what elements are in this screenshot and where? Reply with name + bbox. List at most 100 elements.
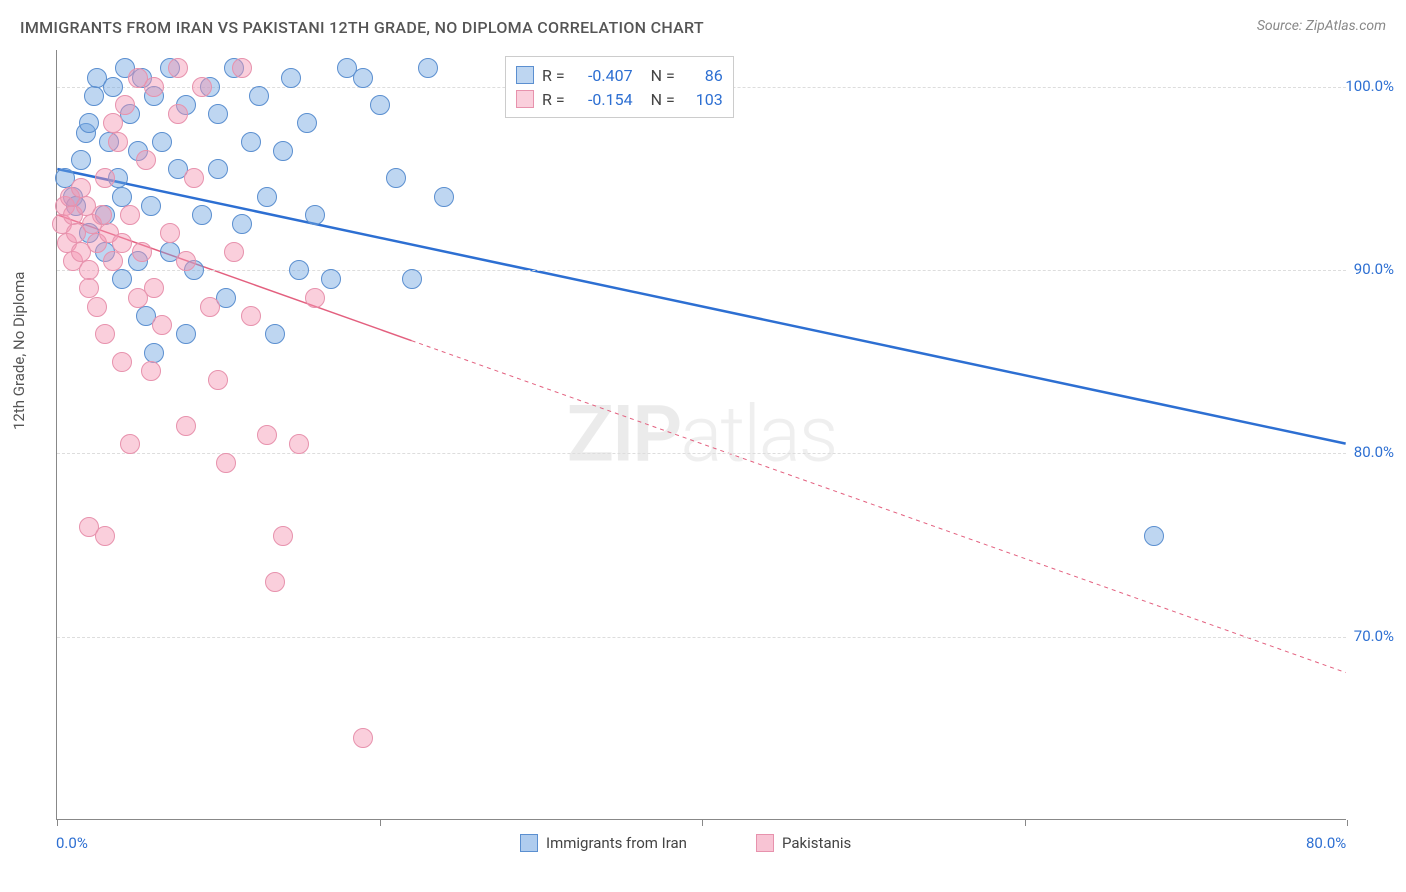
scatter-point [103, 113, 123, 133]
scatter-point [144, 77, 164, 97]
scatter-point [265, 572, 285, 592]
scatter-point [87, 297, 107, 317]
scatter-point [120, 434, 140, 454]
scatter-point [273, 141, 293, 161]
watermark-bold: ZIP [567, 389, 681, 480]
scatter-point [176, 324, 196, 344]
legend-swatch [516, 90, 534, 108]
scatter-point [386, 168, 406, 188]
bottom-legend-item: Pakistanis [756, 834, 851, 852]
scatter-point [281, 68, 301, 88]
legend-swatch [520, 834, 538, 852]
scatter-point [92, 205, 112, 225]
scatter-point [305, 288, 325, 308]
legend-stat-row: R =-0.407N =86 [516, 63, 723, 87]
scatter-point [353, 728, 373, 748]
legend-label: Pakistanis [782, 834, 851, 852]
scatter-point [112, 352, 132, 372]
scatter-point [95, 526, 115, 546]
scatter-point [192, 77, 212, 97]
legend-stats-box: R =-0.407N =86R =-0.154N =103 [505, 56, 734, 118]
legend-swatch [516, 66, 534, 84]
scatter-point [321, 269, 341, 289]
scatter-point [95, 168, 115, 188]
plot-area: ZIPatlas [56, 50, 1346, 820]
scatter-point [273, 526, 293, 546]
scatter-point [1144, 526, 1164, 546]
stat-n-label: N = [651, 90, 675, 109]
stat-r-value: -0.154 [573, 90, 633, 109]
scatter-point [297, 113, 317, 133]
legend-label: Immigrants from Iran [546, 834, 687, 852]
scatter-point [112, 187, 132, 207]
scatter-point [79, 113, 99, 133]
x-tick-label: 80.0% [1306, 834, 1346, 852]
scatter-point [265, 324, 285, 344]
scatter-point [208, 159, 228, 179]
scatter-point [152, 132, 172, 152]
scatter-point [176, 251, 196, 271]
scatter-point [208, 370, 228, 390]
scatter-point [216, 453, 236, 473]
scatter-point [112, 233, 132, 253]
scatter-point [144, 343, 164, 363]
scatter-point [144, 278, 164, 298]
scatter-point [115, 95, 135, 115]
y-tick-label: 80.0% [1354, 443, 1394, 461]
watermark: ZIPatlas [567, 389, 836, 480]
scatter-point [257, 187, 277, 207]
x-tick [380, 820, 381, 826]
scatter-point [152, 315, 172, 335]
trend-lines-svg [57, 50, 1346, 819]
scatter-point [192, 205, 212, 225]
scatter-point [132, 242, 152, 262]
scatter-point [289, 260, 309, 280]
bottom-legend-item: Immigrants from Iran [520, 834, 687, 852]
source-link[interactable]: Source: ZipAtlas.com [1257, 18, 1386, 34]
scatter-point [84, 86, 104, 106]
scatter-point [257, 425, 277, 445]
scatter-point [95, 324, 115, 344]
legend-stat-row: R = -0.154 N = 103 [516, 87, 723, 111]
scatter-point [160, 223, 180, 243]
x-tick [1025, 820, 1026, 826]
y-tick-label: 70.0% [1354, 627, 1394, 645]
scatter-point [71, 178, 91, 198]
scatter-point [289, 434, 309, 454]
legend-swatch [756, 834, 774, 852]
scatter-point [184, 168, 204, 188]
stat-r-label: R = [542, 90, 565, 109]
x-tick [1347, 820, 1348, 826]
scatter-point [232, 58, 252, 78]
scatter-point [120, 205, 140, 225]
stat-n-value: 103 [683, 90, 723, 109]
scatter-point [176, 416, 196, 436]
watermark-rest: atlas [680, 389, 836, 480]
scatter-point [200, 297, 220, 317]
scatter-point [402, 269, 422, 289]
scatter-point [353, 68, 373, 88]
scatter-point [112, 269, 132, 289]
scatter-point [370, 95, 390, 115]
y-axis-label: 12th Grade, No Diploma [10, 272, 28, 430]
scatter-point [79, 260, 99, 280]
y-tick-label: 100.0% [1345, 77, 1394, 95]
scatter-point [141, 196, 161, 216]
x-tick-label: 0.0% [56, 834, 88, 852]
scatter-point [103, 251, 123, 271]
scatter-point [71, 150, 91, 170]
scatter-point [418, 58, 438, 78]
gridline-h [57, 453, 1346, 454]
scatter-point [224, 242, 244, 262]
trend-line-dashed [412, 341, 1346, 673]
scatter-point [136, 150, 156, 170]
scatter-point [305, 205, 325, 225]
stat-r-label: R = [542, 66, 565, 85]
scatter-point [168, 104, 188, 124]
y-tick-label: 90.0% [1354, 260, 1394, 278]
scatter-point [241, 306, 261, 326]
x-tick [57, 820, 58, 826]
scatter-point [79, 278, 99, 298]
scatter-point [108, 132, 128, 152]
scatter-point [434, 187, 454, 207]
